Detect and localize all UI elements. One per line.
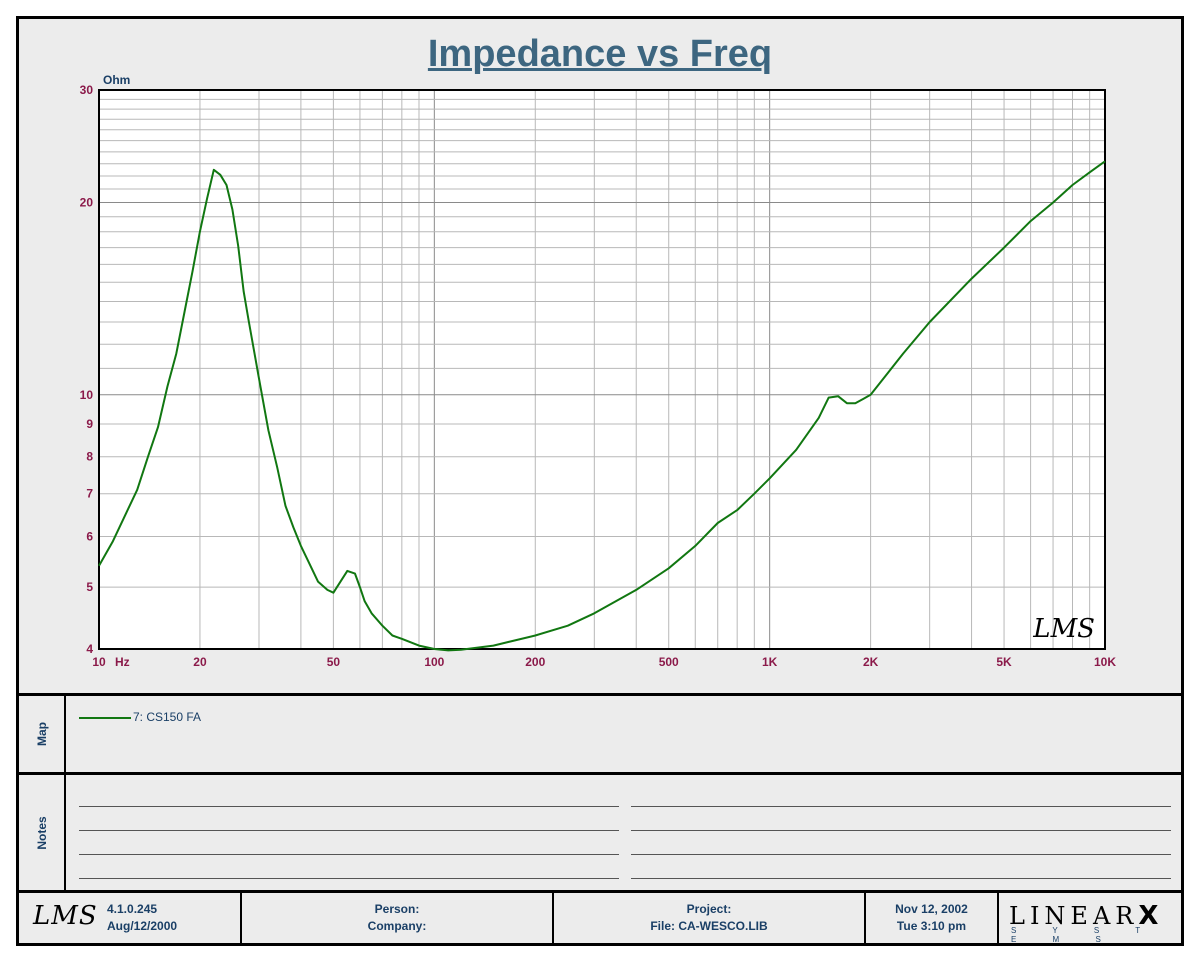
note-line[interactable]: [79, 830, 619, 831]
software-date: Aug/12/2000: [107, 919, 178, 933]
chart-panel: Impedance vs Freq 10 20 50 100 200 500 1K 2K 5K 1…: [19, 19, 1181, 693]
footer-version-cell: LMS 4.1.0.245 Aug/12/2000: [19, 893, 242, 943]
x-tick-label: 1K: [762, 655, 778, 669]
person-label: Person:: [374, 902, 420, 916]
chart-title: Impedance vs Freq: [427, 33, 773, 75]
plot-area: [99, 90, 1105, 649]
footer-project-cell: Project: File: CA-WESCO.LIB: [554, 893, 866, 943]
x-tick-label: 10K: [1094, 655, 1116, 669]
y-tick-label: 8: [86, 450, 93, 464]
separator-chart-map: [19, 693, 1181, 696]
lms-watermark: LMS: [1032, 614, 1095, 644]
notes-label-column: Notes: [19, 775, 66, 890]
y-tick-label: 10: [80, 388, 94, 402]
note-line[interactable]: [79, 806, 619, 807]
footer-date-cell: Nov 12, 2002 Tue 3:10 pm: [866, 893, 999, 943]
note-line[interactable]: [631, 878, 1171, 879]
y-tick-label: 7: [86, 487, 93, 501]
brand-x: X: [1138, 901, 1164, 931]
brand-name: LINEAR: [1009, 902, 1139, 930]
note-line[interactable]: [79, 878, 619, 879]
x-tick-label: 10: [92, 655, 106, 669]
report-time: Tue 3:10 pm: [896, 919, 967, 933]
map-label-column: Map: [19, 696, 66, 772]
impedance-chart: 10 20 50 100 200 500 1K 2K 5K 10K 4 5 6 7 8 9 10 20 30 Hz Oh…: [80, 73, 1117, 669]
report-frame: Impedance vs Freq 10 20 50 100 200 500 1K 2K 5K 1…: [16, 16, 1184, 946]
x-axis-unit: Hz: [115, 655, 130, 669]
footer-person-cell: Person: Company:: [242, 893, 554, 943]
legend-line-swatch: [79, 717, 131, 719]
y-tick-label: 5: [86, 580, 93, 594]
y-tick-label: 4: [86, 642, 93, 656]
project-label: Project:: [686, 902, 732, 916]
linearx-logo: LINEARX: [1009, 901, 1163, 931]
y-tick-label: 20: [80, 195, 94, 209]
plot-border: [98, 89, 1106, 650]
note-line[interactable]: [631, 854, 1171, 855]
y-tick-label: 9: [86, 417, 93, 431]
separator-map-notes: [19, 772, 1181, 775]
x-tick-label: 20: [193, 655, 207, 669]
y-tick-label: 6: [86, 530, 93, 544]
note-line[interactable]: [79, 854, 619, 855]
x-tick-label: 200: [525, 655, 545, 669]
impedance-curve: [98, 160, 1106, 652]
company-label: Company:: [367, 919, 427, 933]
brand-subtitle: S Y S T E M S: [1011, 926, 1157, 944]
legend-entry: 7: CS150 FA: [133, 710, 202, 724]
map-label: Map: [34, 722, 49, 746]
notes-panel: Notes: [19, 775, 1181, 890]
map-panel: Map 7: CS150 FA: [19, 696, 1181, 772]
note-line[interactable]: [631, 830, 1171, 831]
note-line[interactable]: [631, 806, 1171, 807]
x-tick-label: 500: [659, 655, 679, 669]
separator-notes-footer: [19, 890, 1181, 893]
y-tick-label: 30: [80, 83, 94, 97]
x-tick-label: 50: [327, 655, 341, 669]
footer-brand-cell: LINEARX S Y S T E M S: [999, 893, 1181, 944]
report-date: Nov 12, 2002: [895, 902, 968, 916]
footer: LMS 4.1.0.245 Aug/12/2000 Person: Compan…: [19, 893, 1181, 944]
lms-logo: LMS: [33, 901, 98, 931]
software-version: 4.1.0.245: [107, 902, 158, 916]
file-label: File: CA-WESCO.LIB: [650, 919, 768, 933]
x-tick-label: 5K: [996, 655, 1012, 669]
y-axis-unit: Ohm: [103, 73, 130, 87]
notes-label: Notes: [34, 815, 49, 850]
x-tick-label: 100: [424, 655, 444, 669]
x-tick-label: 2K: [863, 655, 879, 669]
